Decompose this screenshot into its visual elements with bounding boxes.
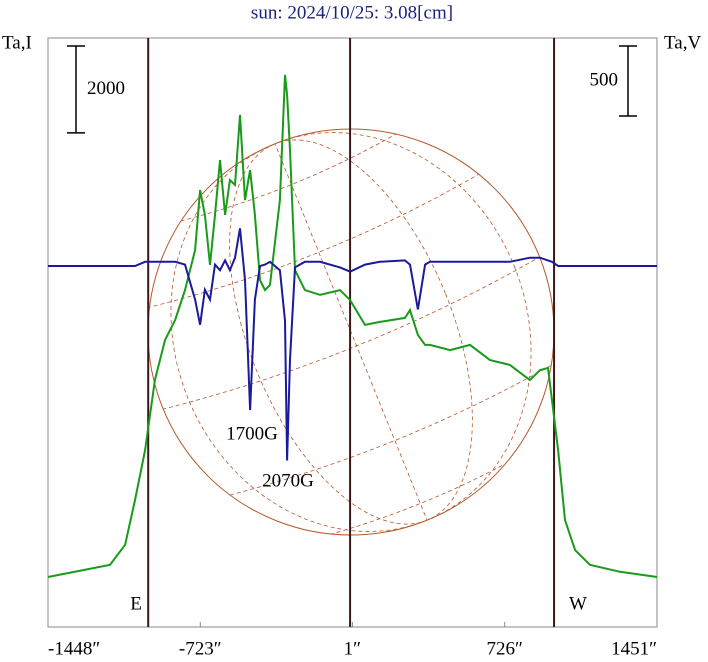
y2-axis-label: Ta,V bbox=[664, 32, 701, 53]
scale-bar-label: 500 bbox=[590, 69, 619, 90]
annotation: E bbox=[130, 593, 142, 614]
x-tick-label: -723″ bbox=[179, 638, 222, 659]
x-tick-label: 1451″ bbox=[611, 638, 657, 659]
annotation: 2070G bbox=[262, 470, 314, 491]
x-tick-label: 1″ bbox=[344, 638, 361, 659]
scale-bar-label: 2000 bbox=[87, 78, 125, 99]
y-axis-label: Ta,I bbox=[2, 32, 32, 53]
x-tick-label: 726″ bbox=[486, 638, 522, 659]
x-tick-label: -1448″ bbox=[48, 638, 100, 659]
annotation: 1700G bbox=[226, 423, 278, 444]
series-line bbox=[47, 74, 658, 578]
plot-frame bbox=[47, 37, 658, 628]
annotation: W bbox=[569, 593, 587, 614]
chart-title: sun: 2024/10/25: 3.08[cm] bbox=[251, 2, 453, 23]
series-line bbox=[48, 228, 657, 461]
